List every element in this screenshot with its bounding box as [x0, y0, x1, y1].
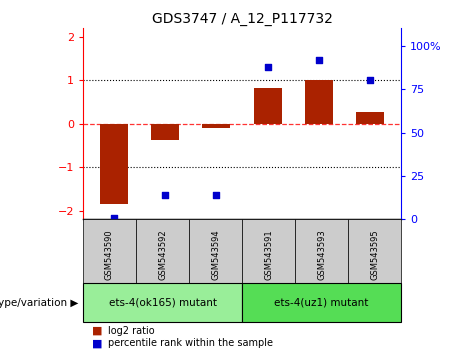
Title: GDS3747 / A_12_P117732: GDS3747 / A_12_P117732: [152, 12, 332, 26]
Point: [110, 215, 118, 221]
Text: GSM543595: GSM543595: [370, 229, 379, 280]
Text: percentile rank within the sample: percentile rank within the sample: [108, 338, 273, 348]
Point: [161, 192, 169, 198]
Bar: [254, 88, 282, 124]
Text: ■: ■: [92, 338, 103, 348]
Bar: [202, 124, 230, 128]
Text: log2 ratio: log2 ratio: [108, 326, 155, 336]
Text: GSM543592: GSM543592: [158, 229, 167, 280]
Point: [213, 192, 220, 198]
Text: genotype/variation ▶: genotype/variation ▶: [0, 298, 78, 308]
Text: GSM543593: GSM543593: [317, 229, 326, 280]
Point: [264, 64, 272, 69]
Text: GSM543590: GSM543590: [105, 229, 114, 280]
Text: GSM543591: GSM543591: [264, 229, 273, 280]
Point: [366, 78, 374, 83]
Text: ■: ■: [92, 326, 103, 336]
Text: ets-4(ok165) mutant: ets-4(ok165) mutant: [108, 298, 217, 308]
Bar: [305, 80, 333, 124]
Point: [315, 57, 323, 62]
Bar: [100, 124, 128, 204]
Bar: [356, 112, 384, 124]
Text: GSM543594: GSM543594: [211, 229, 220, 280]
Text: ets-4(uz1) mutant: ets-4(uz1) mutant: [274, 298, 369, 308]
Bar: [151, 124, 179, 141]
